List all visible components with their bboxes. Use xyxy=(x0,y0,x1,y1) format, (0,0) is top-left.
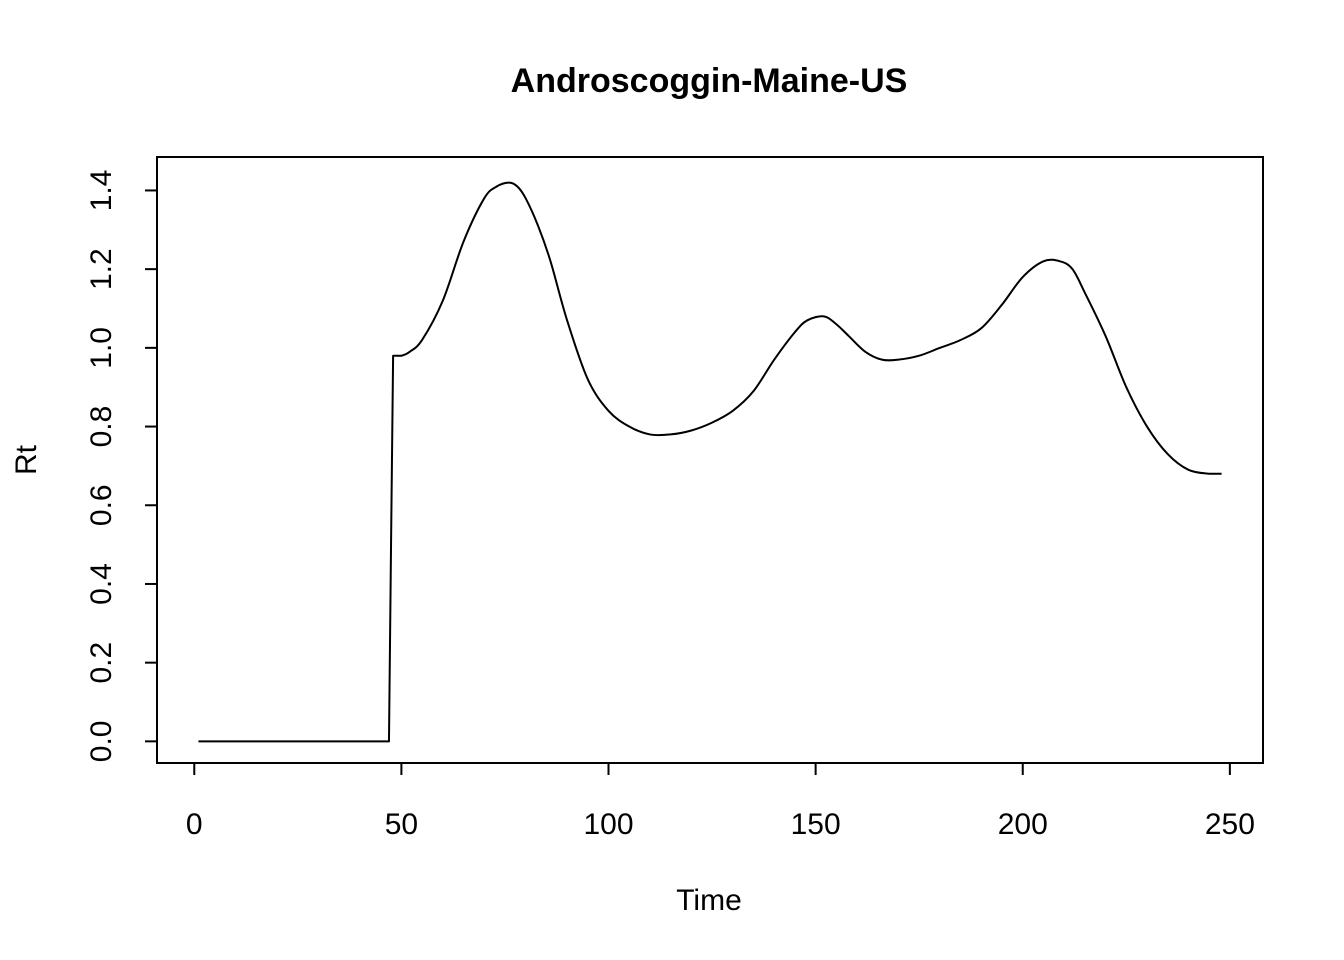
x-axis: 0 50 100 150 200 250 xyxy=(186,762,1255,841)
x-tick-label: 100 xyxy=(583,808,633,841)
y-axis: 0.0 0.2 0.4 0.6 0.8 1.0 1.2 1.4 xyxy=(85,170,158,762)
x-axis-label: Time xyxy=(676,884,742,917)
y-tick-label: 0.6 xyxy=(85,484,118,526)
y-tick-label: 0.2 xyxy=(85,642,118,684)
x-tick-label: 200 xyxy=(998,808,1048,841)
series-line-0 xyxy=(198,181,1222,743)
y-tick-label: 0.8 xyxy=(85,406,118,448)
y-tick-label: 1.4 xyxy=(85,170,118,212)
y-tick-label: 0.4 xyxy=(85,563,118,605)
y-axis-label: Rt xyxy=(10,444,43,475)
y-tick-label: 1.2 xyxy=(85,248,118,290)
plot-frame xyxy=(156,156,1264,764)
x-tick-label: 250 xyxy=(1205,808,1255,841)
x-tick-label: 0 xyxy=(186,808,203,841)
chart-title: Androscoggin-Maine-US xyxy=(511,62,908,100)
series-layer xyxy=(198,181,1222,743)
y-tick-label: 1.0 xyxy=(85,327,118,369)
x-tick-label: 150 xyxy=(791,808,841,841)
x-tick-label: 50 xyxy=(385,808,418,841)
y-tick-label: 0.0 xyxy=(85,720,118,762)
